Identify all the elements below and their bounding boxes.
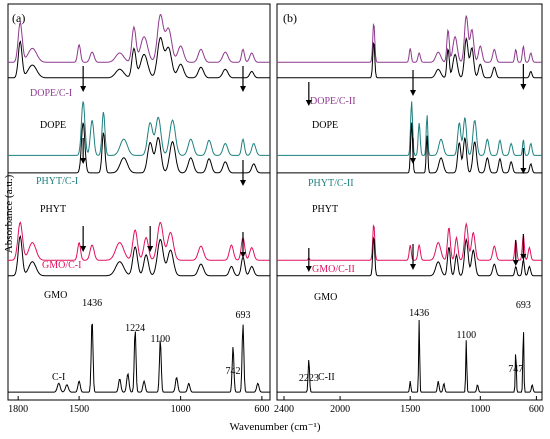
series-label: PHYT/C-II [308, 178, 354, 189]
a-series-phyt-c-i [8, 101, 270, 156]
x-axis-label: Wavenumber (cm⁻¹) [230, 421, 321, 433]
panel-b-arrows [305, 64, 527, 272]
series-label: C-II [318, 372, 335, 383]
x-tick-label: 1500 [69, 404, 89, 415]
x-tick-label: 600 [254, 404, 269, 415]
peak-label: 1100 [456, 330, 476, 341]
b-series-gmo [277, 236, 542, 277]
series-label: DOPE/C-II [310, 96, 356, 107]
series-label: DOPE [40, 120, 66, 131]
annotation-arrow-head [410, 158, 417, 164]
annotation-arrow-head [520, 84, 527, 90]
a-series-gmo [8, 235, 270, 277]
peak-label: 1224 [125, 323, 145, 334]
b-series-c-ii [277, 319, 542, 393]
a-series-dope [8, 36, 270, 79]
peak-label: 1436 [82, 298, 102, 309]
b-series-phyt-c-ii [277, 101, 542, 156]
x-tick-label: 1000 [470, 404, 490, 415]
panel-b-label: (b) [283, 11, 297, 25]
series-label: DOPE/C-I [30, 88, 72, 99]
annotation-arrow-head [305, 266, 312, 272]
series-label: PHYT/C-I [36, 176, 78, 187]
y-axis-label: Absorbance (a.u.) [3, 174, 15, 253]
panel-a: (a) DOPE/C-I DOPE PHYT/C-I PHYT GMO/C-I GMO C-… [7, 3, 271, 415]
panel-b-series: DOPE/C-II DOPE PHYT/C-II PHYT GMO/C-II GMO C-I… [277, 15, 542, 393]
b-series-dope-c-ii [277, 15, 542, 63]
panel-a-ticks: 1800 1500 1000 600 [8, 396, 269, 415]
series-label: DOPE [312, 120, 338, 131]
annotation-arrow-head [147, 246, 154, 252]
panel-a-arrows [80, 66, 246, 258]
panel-a-series: DOPE/C-I DOPE PHYT/C-I PHYT GMO/C-I GMO C-I 143… [8, 13, 270, 393]
annotation-arrow-head [520, 254, 527, 260]
peak-label: 747 [508, 364, 523, 375]
x-tick-label: 1500 [400, 404, 420, 415]
peak-label: 693 [235, 310, 250, 321]
panel-a-label: (a) [12, 11, 25, 25]
annotation-arrow-head [512, 260, 519, 266]
series-label: GMO/C-II [312, 264, 355, 275]
annotation-arrow-head [80, 86, 87, 92]
peak-label: 1436 [409, 308, 429, 319]
x-tick-label: 2000 [330, 404, 350, 415]
panel-b-ticks: 2400 2000 1500 1000 600 [274, 396, 544, 415]
b-series-dope [277, 36, 542, 79]
annotation-arrow-head [239, 180, 246, 186]
series-label: GMO [314, 292, 337, 303]
peak-label: 1100 [151, 334, 171, 345]
b-series-gmo-c-ii [277, 221, 542, 261]
a-series-gmo-c-i [8, 221, 270, 261]
x-tick-label: 2400 [274, 404, 294, 415]
series-label: GMO [44, 290, 67, 301]
annotation-arrow-head [520, 168, 527, 174]
peak-label: 693 [516, 300, 531, 311]
panel-b-frame [276, 3, 543, 401]
annotation-arrow-head [305, 100, 312, 106]
peak-label: 742 [226, 366, 241, 377]
annotation-arrow-head [239, 86, 246, 92]
series-label: GMO/C-I [42, 260, 81, 271]
series-label: PHYT [312, 204, 338, 215]
annotation-arrow-head [239, 252, 246, 258]
peak-label: 2223 [299, 373, 319, 384]
annotation-arrow-head [80, 158, 87, 164]
annotation-arrow-head [410, 264, 417, 270]
panel-a-frame [7, 3, 271, 401]
a-series-c-i [8, 323, 270, 393]
a-series-phyt [8, 122, 270, 174]
x-tick-label: 1800 [8, 404, 28, 415]
series-label: C-I [52, 372, 65, 383]
b-series-phyt [277, 122, 542, 174]
annotation-arrow-head [80, 246, 87, 252]
a-series-dope-c-i [8, 13, 270, 63]
series-label: PHYT [40, 204, 66, 215]
annotation-arrow-head [410, 90, 417, 96]
x-tick-label: 1000 [171, 404, 191, 415]
x-tick-label: 600 [529, 404, 544, 415]
panel-b: (b) DOPE/C-II DOPE PHYT/C-II PHYT GMO/C-II GM… [274, 3, 544, 415]
